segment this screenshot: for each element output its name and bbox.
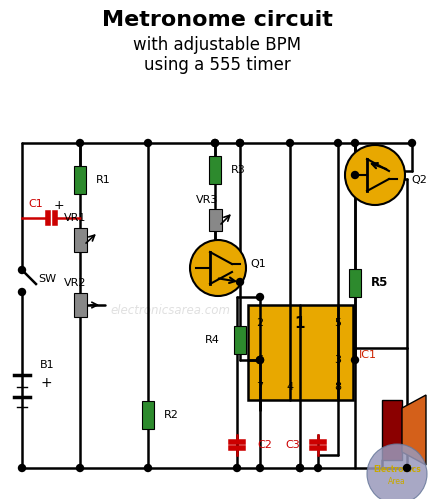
Circle shape — [256, 465, 263, 472]
Text: R3: R3 — [231, 165, 246, 175]
Polygon shape — [402, 395, 426, 465]
Text: 8: 8 — [335, 382, 342, 392]
Text: IC1: IC1 — [359, 350, 377, 360]
Text: C2: C2 — [257, 440, 272, 450]
Circle shape — [76, 140, 83, 147]
Bar — [142, 401, 154, 429]
Text: Area: Area — [388, 477, 406, 486]
Circle shape — [256, 356, 263, 363]
Bar — [382, 400, 402, 460]
Bar — [73, 293, 86, 317]
Text: 5: 5 — [335, 318, 342, 328]
Circle shape — [19, 288, 26, 295]
Text: Q1: Q1 — [250, 259, 266, 269]
Circle shape — [256, 293, 263, 300]
Circle shape — [190, 240, 246, 296]
Circle shape — [211, 140, 218, 147]
Text: R1: R1 — [96, 175, 111, 185]
Circle shape — [315, 465, 322, 472]
Text: +: + — [40, 376, 52, 390]
Circle shape — [296, 465, 303, 472]
Bar — [74, 166, 86, 194]
Circle shape — [352, 140, 358, 147]
Circle shape — [233, 465, 240, 472]
Text: C3: C3 — [285, 440, 300, 450]
Bar — [234, 326, 246, 354]
Circle shape — [19, 465, 26, 472]
Circle shape — [335, 140, 342, 147]
Text: VR1: VR1 — [64, 213, 86, 223]
Text: R2: R2 — [164, 410, 179, 420]
Circle shape — [76, 465, 83, 472]
Text: 6: 6 — [256, 355, 263, 365]
Text: with adjustable BPM: with adjustable BPM — [133, 36, 301, 54]
Circle shape — [352, 356, 358, 363]
Text: 1: 1 — [295, 315, 305, 330]
Text: R4: R4 — [205, 335, 220, 345]
Text: VR2: VR2 — [64, 278, 86, 288]
Text: Q2: Q2 — [411, 175, 427, 185]
Bar — [208, 209, 221, 231]
Bar — [248, 305, 353, 400]
Text: 4: 4 — [286, 382, 293, 392]
Bar — [209, 156, 221, 184]
Text: using a 555 timer: using a 555 timer — [144, 56, 290, 74]
Text: 3: 3 — [335, 355, 342, 365]
Text: SW: SW — [38, 274, 56, 284]
Text: C1: C1 — [29, 199, 43, 209]
Circle shape — [211, 140, 218, 147]
Circle shape — [145, 465, 151, 472]
Bar — [349, 269, 361, 297]
Text: 2: 2 — [256, 318, 263, 328]
Circle shape — [256, 356, 263, 363]
Text: Metronome circuit: Metronome circuit — [102, 10, 332, 30]
Circle shape — [408, 140, 415, 147]
Text: VR3: VR3 — [196, 195, 218, 205]
Text: +: + — [54, 199, 64, 212]
Text: B1: B1 — [40, 360, 55, 370]
Circle shape — [404, 465, 411, 472]
Circle shape — [237, 140, 243, 147]
Bar — [73, 228, 86, 252]
Text: electronicsarea.com: electronicsarea.com — [110, 303, 230, 316]
Circle shape — [345, 145, 405, 205]
Circle shape — [352, 172, 358, 179]
Text: R5: R5 — [371, 276, 388, 289]
Text: 7: 7 — [256, 382, 263, 392]
Circle shape — [19, 266, 26, 273]
Text: Electronics: Electronics — [373, 465, 421, 474]
Circle shape — [296, 465, 303, 472]
Circle shape — [286, 140, 293, 147]
Circle shape — [367, 444, 427, 499]
Circle shape — [237, 278, 243, 285]
Circle shape — [237, 140, 243, 147]
Circle shape — [145, 140, 151, 147]
